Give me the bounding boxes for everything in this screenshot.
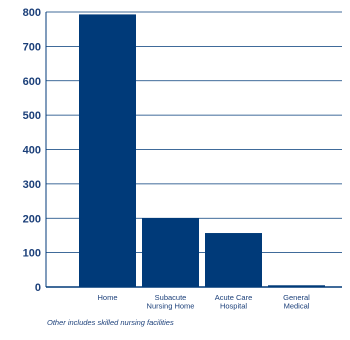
x-tick-label: General Medical xyxy=(283,293,310,311)
y-tick-label: 700 xyxy=(23,41,41,53)
x-tick-label: Acute Care Hospital xyxy=(215,293,253,311)
y-tick-label: 200 xyxy=(23,213,41,225)
y-tick-labels: 0 100 200 300 400 500 600 700 800 xyxy=(23,7,41,294)
x-tick-labels: Home Subacute Nursing Home Acute Care Hospit… xyxy=(97,293,310,311)
y-tick-label: 300 xyxy=(23,179,41,191)
x-tick-label: Subacute Nursing Home xyxy=(147,293,195,311)
y-tick-label: 500 xyxy=(23,110,41,122)
y-tick-label: 400 xyxy=(23,145,41,157)
y-tick-label: 100 xyxy=(23,248,41,260)
footnote: Other includes skilled nursing facilitie… xyxy=(47,318,174,327)
y-tick-label: 800 xyxy=(23,7,41,19)
x-tick-label: Home xyxy=(97,293,117,302)
bar xyxy=(79,14,136,287)
axes xyxy=(45,12,342,288)
bar xyxy=(142,218,199,287)
y-tick-label: 600 xyxy=(23,76,41,88)
bars xyxy=(79,14,325,287)
bar xyxy=(268,285,325,287)
bar xyxy=(205,233,262,287)
y-tick-label: 0 xyxy=(35,282,41,294)
